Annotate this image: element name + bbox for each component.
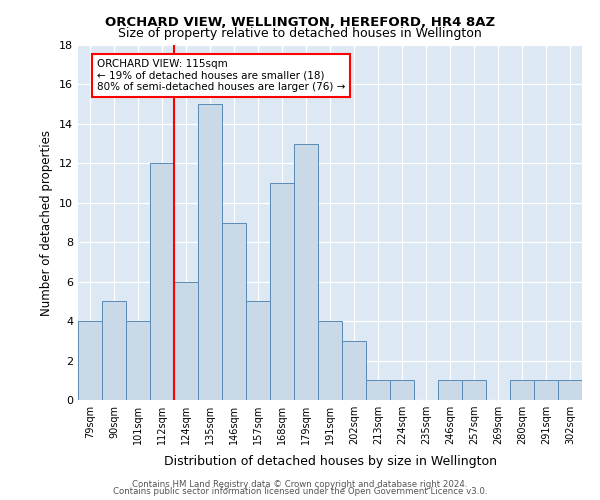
Text: Contains HM Land Registry data © Crown copyright and database right 2024.: Contains HM Land Registry data © Crown c… (132, 480, 468, 489)
Bar (78, 321, 102, 400)
Bar (222, 222, 246, 400)
Y-axis label: Number of detached properties: Number of detached properties (40, 130, 53, 316)
Bar (510, 380, 534, 400)
Bar (390, 380, 414, 400)
Bar (126, 321, 150, 400)
Bar (318, 321, 342, 400)
X-axis label: Distribution of detached houses by size in Wellington: Distribution of detached houses by size … (163, 456, 497, 468)
Text: ORCHARD VIEW, WELLINGTON, HEREFORD, HR4 8AZ: ORCHARD VIEW, WELLINGTON, HEREFORD, HR4 … (105, 16, 495, 29)
Bar (342, 341, 366, 400)
Bar (462, 380, 486, 400)
Bar (294, 144, 318, 400)
Bar (246, 302, 270, 400)
Bar (150, 164, 174, 400)
Bar (270, 183, 294, 400)
Bar (438, 380, 462, 400)
Bar (102, 302, 126, 400)
Text: ORCHARD VIEW: 115sqm
← 19% of detached houses are smaller (18)
80% of semi-detac: ORCHARD VIEW: 115sqm ← 19% of detached h… (97, 59, 345, 92)
Text: Contains public sector information licensed under the Open Government Licence v3: Contains public sector information licen… (113, 487, 487, 496)
Bar (366, 380, 390, 400)
Bar (198, 104, 222, 400)
Bar (558, 380, 582, 400)
Text: Size of property relative to detached houses in Wellington: Size of property relative to detached ho… (118, 26, 482, 40)
Bar (174, 282, 198, 400)
Bar (534, 380, 558, 400)
